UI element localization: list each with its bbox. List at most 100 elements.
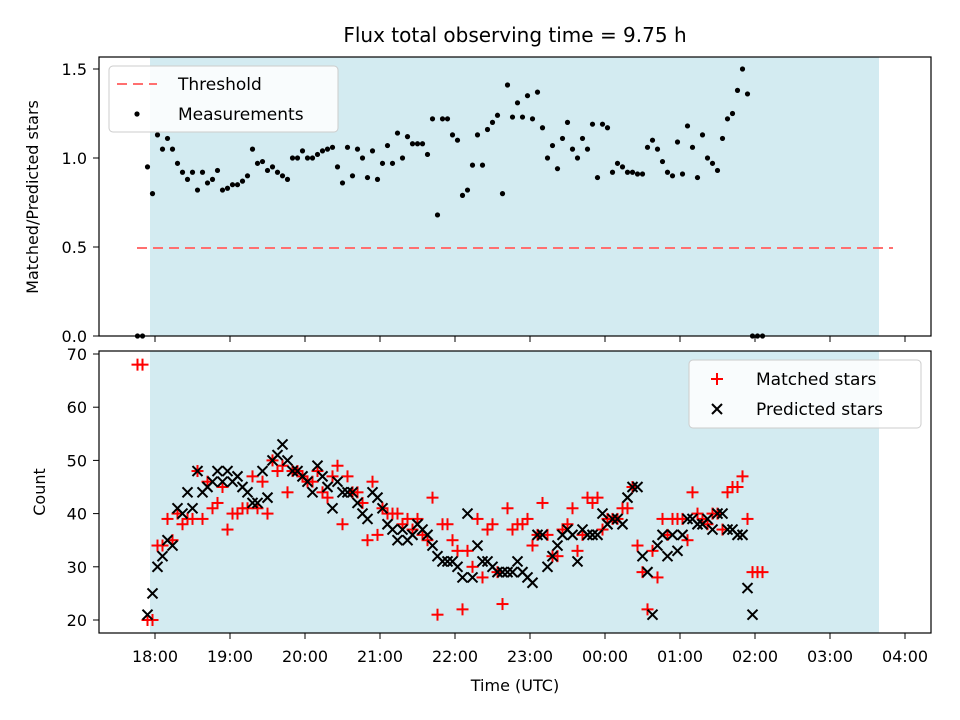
top-ytick-label: 1.0: [62, 149, 87, 168]
predicted-star-point: [676, 529, 689, 541]
bottom-xtick-label: 18:00: [132, 647, 178, 666]
bottom-y-axis-label: Count: [30, 468, 49, 516]
predicted-star-point: [541, 561, 554, 573]
predicted-star-point: [181, 486, 194, 499]
measurement-point: [204, 180, 211, 186]
matched-star-point: [621, 502, 634, 515]
matched-star-point: [566, 502, 579, 515]
measurement-point: [639, 171, 646, 177]
measurement-point: [579, 135, 586, 142]
measurement-point: [284, 176, 291, 182]
measurement-point: [329, 144, 336, 150]
measurement-point: [469, 162, 476, 168]
measurement-point: [164, 135, 171, 142]
measurement-point: [414, 141, 421, 147]
measurement-point: [584, 146, 591, 152]
measurement-point: [374, 176, 381, 182]
matched-star-point: [471, 512, 484, 525]
measurement-point: [359, 155, 366, 161]
predicted-star-point: [501, 566, 514, 578]
bottom-ytick-label: 30: [67, 558, 87, 577]
bottom-ytick-label: 70: [67, 345, 87, 364]
predicted-star-point: [406, 529, 419, 541]
measurement-point: [554, 166, 561, 172]
predicted-star-point: [536, 529, 549, 541]
matched-star-point: [446, 534, 459, 547]
matched-star-point: [156, 539, 169, 552]
matched-star-point: [731, 481, 744, 493]
matched-star-point: [596, 523, 609, 536]
predicted-star-point: [641, 566, 654, 578]
measurement-point: [349, 173, 356, 179]
legend-predicted-label: Predicted stars: [756, 400, 883, 420]
predicted-star-point: [156, 550, 169, 562]
legend-measurements-label: Measurements: [178, 105, 304, 125]
measurement-point: [724, 116, 731, 122]
matched-star-point: [321, 491, 334, 504]
measurement-point: [304, 155, 311, 161]
predicted-star-point: [621, 491, 634, 504]
top-ytick-label: 1.5: [62, 60, 87, 79]
predicted-star-point: [231, 470, 244, 483]
measurement-point: [274, 169, 281, 175]
matched-star-point: [756, 566, 769, 579]
measurement-point: [504, 82, 511, 88]
matched-star-point: [331, 459, 344, 472]
measurement-point: [144, 164, 151, 170]
measurement-point: [449, 132, 456, 138]
predicted-star-point: [591, 529, 604, 541]
measurement-point: [719, 135, 726, 142]
measurement-point: [479, 162, 486, 168]
measurement-point: [254, 160, 261, 166]
matched-star-point: [441, 518, 454, 531]
measurement-point: [704, 155, 711, 161]
predicted-star-point: [151, 561, 164, 573]
matched-star-point: [136, 358, 149, 371]
legend-measurements-swatch: [134, 111, 140, 117]
predicted-star-point: [711, 507, 724, 520]
bottom-ytick-label: 40: [67, 505, 87, 524]
measurement-point: [439, 116, 446, 122]
legend-matched-label: Matched stars: [756, 370, 876, 390]
predicted-star-point: [241, 486, 254, 499]
bottom-legend-box: [688, 359, 922, 429]
bottom-xtick-label: 02:00: [732, 647, 778, 666]
bottom-y-axis: 20 30 40 50 60 70: [67, 345, 99, 630]
bottom-xtick-label: 00:00: [582, 647, 628, 666]
top-panel: 0.0 0.5 1.0 1.5 Matched/Predicted stars Thr…: [23, 56, 932, 346]
measurement-point: [494, 112, 501, 118]
matched-star-point: [336, 518, 349, 531]
predicted-star-point: [581, 529, 594, 541]
measurement-point: [364, 174, 371, 181]
predicted-star-point: [596, 507, 609, 520]
measurement-point: [224, 185, 231, 191]
matched-star-point: [256, 475, 269, 488]
measurement-point: [464, 187, 471, 193]
measurement-point: [289, 155, 296, 161]
measurement-point: [514, 100, 521, 106]
predicted-star-point: [491, 566, 504, 578]
predicted-star-point: [631, 481, 644, 493]
predicted-stars-points: [141, 438, 759, 621]
measurement-point: [249, 146, 256, 152]
matched-star-point: [536, 496, 549, 509]
measurement-point: [344, 144, 351, 150]
top-ytick-label: 0.5: [62, 238, 87, 257]
predicted-star-point: [336, 486, 349, 499]
predicted-star-point: [586, 529, 599, 541]
predicted-star-point: [736, 529, 749, 541]
matched-star-point: [476, 571, 489, 584]
measurement-point: [594, 174, 601, 181]
measurement-point: [194, 187, 201, 193]
measurement-point: [549, 142, 556, 149]
measurement-point: [474, 132, 481, 138]
measurements-points: [134, 66, 766, 339]
predicted-star-point: [546, 550, 559, 562]
x-axis-label: Time (UTC): [470, 676, 559, 695]
bottom-ytick-label: 20: [67, 611, 87, 630]
predicted-star-point: [361, 513, 374, 525]
predicted-star-point: [681, 513, 694, 525]
predicted-star-point: [166, 539, 179, 552]
bottom-xtick-label: 20:00: [282, 647, 328, 666]
